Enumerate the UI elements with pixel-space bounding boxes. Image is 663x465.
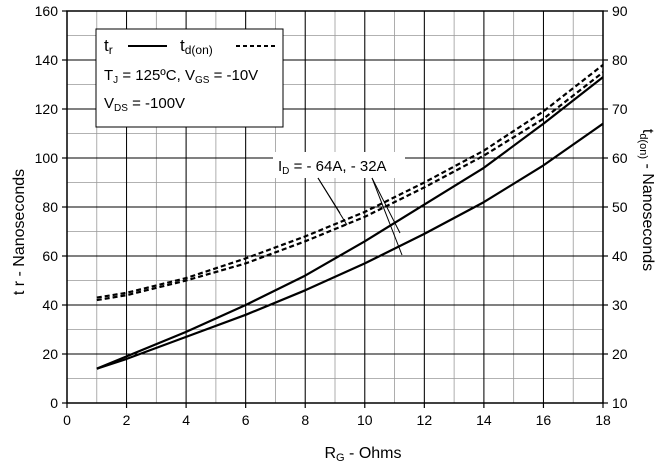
y-tick-label-left: 40	[42, 297, 58, 313]
x-tick-label: 12	[417, 412, 433, 428]
x-tick-label: 10	[357, 412, 373, 428]
x-tick-label: 14	[476, 412, 492, 428]
y-tick-label-left: 140	[35, 52, 59, 68]
x-tick-label: 18	[595, 412, 611, 428]
x-tick-label: 4	[182, 412, 190, 428]
legend-td-label: td(on)	[180, 36, 213, 57]
series-line-tr-2	[96, 122, 604, 370]
y-axis-label-right: td(on) - Nanoseconds	[637, 129, 656, 271]
y-axis-label-left: t r - Nanoseconds	[11, 169, 28, 295]
ticks: 0 2 4 6 8 10 12 14 16 18 0 20 40 60 80 100 120 140 160 10 20…	[35, 3, 628, 428]
legend-condition-1: TJ = 125ºC, VGS = -10V	[104, 67, 258, 86]
x-tick-label: 8	[301, 412, 309, 428]
series-line-tdon-3	[96, 64, 604, 299]
x-axis-label: RG - Ohms	[324, 445, 401, 464]
y-tick-label-left: 120	[35, 101, 59, 117]
x-tick-label: 0	[63, 412, 71, 428]
annotation: ID = - 64A, - 32A	[273, 152, 405, 256]
x-tick-label: 16	[536, 412, 552, 428]
annotation-arrow	[371, 177, 401, 234]
y-tick-label-right: 60	[612, 150, 628, 166]
annotation-box	[273, 152, 405, 178]
x-tick-label: 6	[242, 412, 250, 428]
y-tick-label-right: 50	[612, 199, 628, 215]
y-tick-label-left: 80	[42, 199, 58, 215]
legend-tr-label: tr	[104, 36, 113, 57]
y-tick-label-left: 0	[50, 395, 58, 411]
annotation-arrow	[317, 177, 341, 214]
y-tick-label-right: 70	[612, 101, 628, 117]
y-tick-label-left: 160	[35, 3, 59, 19]
series-line-tdon-4	[96, 71, 604, 302]
annotation-arrow	[371, 177, 403, 256]
y-tick-label-right: 90	[612, 3, 628, 19]
y-tick-label-right: 80	[612, 52, 628, 68]
y-tick-label-right: 10	[612, 395, 628, 411]
annotation-label: ID = - 64A, - 32A	[278, 158, 387, 177]
y-tick-label-right: 20	[612, 346, 628, 362]
y-tick-label-left: 20	[42, 346, 58, 362]
series-line-tr-1	[96, 76, 604, 370]
y-tick-label-right: 30	[612, 297, 628, 313]
legend-condition-2: VDS = -100V	[104, 95, 185, 114]
y-tick-label-left: 100	[35, 150, 59, 166]
legend: tr td(on) TJ = 125ºC, VGS = -10V VDS = -…	[95, 28, 284, 128]
series-group	[96, 64, 604, 370]
y-tick-label-right: 40	[612, 248, 628, 264]
y-tick-label-left: 60	[42, 248, 58, 264]
x-tick-label: 2	[123, 412, 131, 428]
